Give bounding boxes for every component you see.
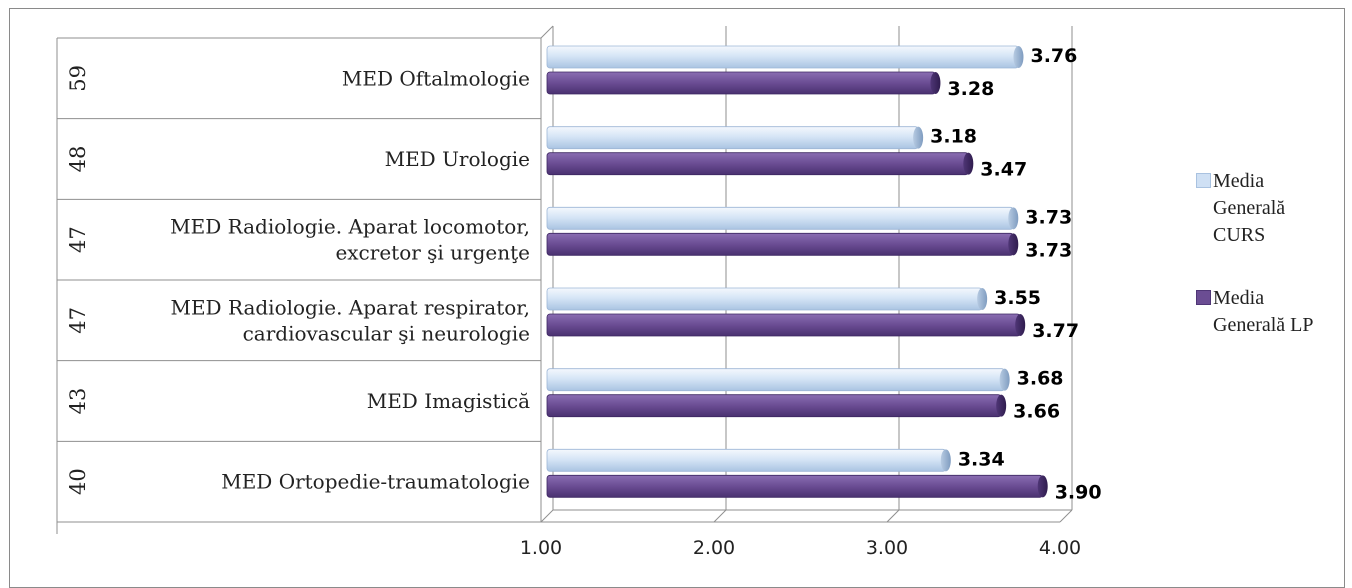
bar-cap	[1008, 207, 1019, 230]
x-tick-label: 1.00	[520, 537, 562, 559]
bar	[546, 152, 969, 176]
category-count: 43	[66, 388, 90, 415]
bar-cap	[996, 394, 1007, 417]
gridline-floor	[540, 509, 554, 523]
data-label: 3.66	[1013, 401, 1060, 423]
bar-cap	[930, 72, 941, 94]
category-count: 47	[66, 307, 90, 334]
legend-label-line: Media	[1213, 170, 1265, 192]
legend-label-line: CURS	[1213, 224, 1266, 246]
data-label: 3.73	[1025, 206, 1072, 228]
bar-cap	[1037, 475, 1048, 498]
legend-label-line: Media	[1213, 287, 1265, 309]
data-label: 3.34	[958, 448, 1005, 470]
x-tick-label: 2.00	[693, 537, 735, 559]
legend-label-lp: Media Generală LP	[1213, 285, 1345, 339]
data-label: 3.90	[1055, 481, 1102, 503]
data-label: 3.28	[947, 78, 994, 100]
bar	[546, 206, 1014, 230]
category-count: 48	[66, 146, 90, 173]
data-label: 3.76	[1030, 45, 1077, 67]
bar-cap	[1008, 233, 1019, 256]
bar	[546, 368, 1006, 392]
wall-edge	[540, 25, 554, 39]
category-label: MED Radiologie. Aparat respirator,	[170, 295, 530, 319]
data-label: 3.73	[1025, 239, 1072, 261]
category-count: 40	[66, 468, 90, 495]
bar-cap	[977, 288, 988, 310]
gridline-floor	[1059, 509, 1073, 523]
label-layer: 3.76 3.18 3.73 3.55 3.68 3.34 3.28 3.47 3.73 3.77…	[930, 45, 1101, 503]
bar	[546, 474, 1044, 498]
legend-item-curs: Media Generală CURS	[1195, 168, 1345, 249]
legend-label-line: Generală	[1213, 197, 1286, 219]
gridline-floor	[713, 509, 727, 523]
legend-swatch-curs	[1196, 173, 1211, 188]
data-label: 3.77	[1032, 320, 1079, 342]
bar	[546, 448, 947, 472]
bar-cap	[1015, 314, 1026, 336]
bar-cap	[940, 449, 951, 472]
bar-cap	[1013, 46, 1024, 68]
tick-layer: 1.00 2.00 3.00 4.00	[520, 537, 1081, 559]
bar	[546, 71, 936, 95]
data-label: 3.55	[994, 287, 1041, 309]
data-label: 3.47	[980, 159, 1027, 181]
data-label: 3.18	[930, 126, 977, 148]
bar	[546, 287, 983, 311]
category-label: cardiovascular şi neurologie	[243, 321, 530, 345]
x-tick-label: 3.00	[866, 537, 908, 559]
legend-label-curs: Media Generală CURS	[1213, 168, 1345, 249]
category-layer: 59 MED Oftalmologie 48 MED Urologie 47 MED Ra…	[56, 37, 541, 534]
category-label: MED Urologie	[385, 147, 530, 171]
bar-layer	[546, 45, 1048, 498]
bar-cap	[963, 152, 974, 175]
legend-item-lp: Media Generală LP	[1195, 285, 1345, 339]
category-count: 59	[66, 65, 90, 92]
bar	[546, 45, 1019, 69]
legend: Media Generală CURS Media Generală LP	[1195, 168, 1345, 375]
gridline-floor	[886, 509, 900, 523]
category-label: MED Radiologie. Aparat locomotor,	[170, 215, 530, 239]
bar	[546, 313, 1021, 337]
x-tick-label: 4.00	[1039, 537, 1081, 559]
category-label: MED Imagistică	[367, 389, 530, 413]
bar	[546, 394, 1002, 418]
data-label: 3.68	[1017, 368, 1064, 390]
legend-swatch-lp	[1196, 290, 1211, 305]
category-label: MED Ortopedie-traumatologie	[221, 470, 530, 494]
bar	[546, 126, 919, 150]
bar-cap	[913, 126, 924, 149]
bar	[546, 232, 1014, 256]
legend-label-line: Generală LP	[1213, 314, 1314, 336]
category-label: excretor şi urgenţe	[335, 241, 530, 265]
category-label: MED Oftalmologie	[342, 66, 530, 90]
category-count: 47	[66, 226, 90, 253]
bar-cap	[999, 368, 1010, 391]
